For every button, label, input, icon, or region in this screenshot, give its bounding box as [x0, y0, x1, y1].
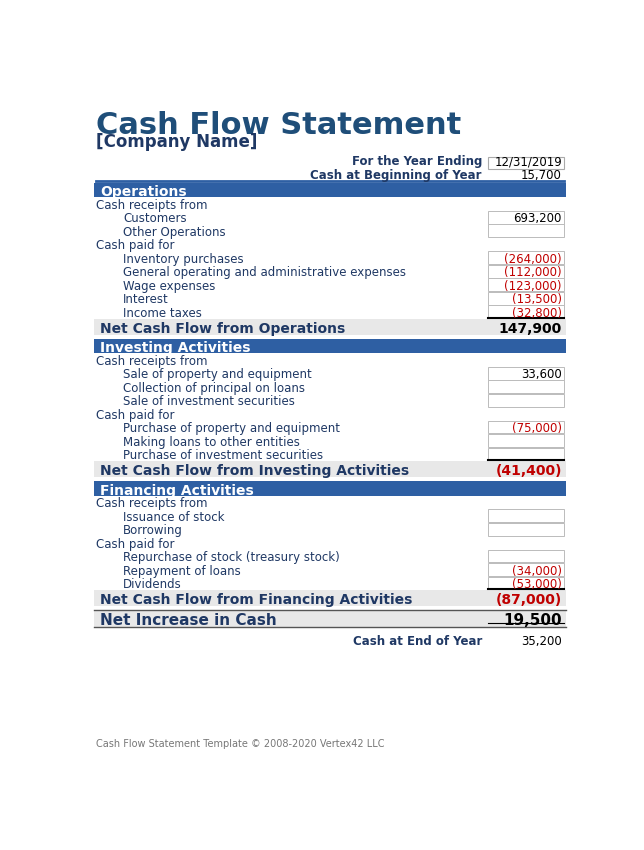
Bar: [488, 448, 564, 461]
Text: 19,500: 19,500: [503, 614, 562, 628]
Text: 693,200: 693,200: [513, 212, 562, 225]
Bar: [488, 564, 564, 576]
Bar: [488, 305, 564, 318]
Bar: [488, 252, 564, 264]
Text: [Company Name]: [Company Name]: [96, 133, 258, 150]
Bar: [488, 265, 564, 278]
Text: Net Increase in Cash: Net Increase in Cash: [100, 614, 277, 628]
Text: Net Cash Flow from Investing Activities: Net Cash Flow from Investing Activities: [100, 464, 409, 479]
Text: Cash Flow Statement: Cash Flow Statement: [96, 111, 461, 140]
Bar: [488, 224, 564, 237]
Bar: [488, 367, 564, 380]
Text: Cash at End of Year: Cash at End of Year: [352, 635, 482, 648]
Text: (87,000): (87,000): [495, 593, 562, 607]
Text: 33,600: 33,600: [521, 368, 562, 382]
Bar: [488, 380, 564, 393]
Text: Repayment of loans: Repayment of loans: [123, 564, 241, 578]
Text: Cash Flow Statement Template © 2008-2020 Vertex42 LLC: Cash Flow Statement Template © 2008-2020…: [96, 739, 384, 749]
Text: Making loans to other entities: Making loans to other entities: [123, 436, 300, 449]
Bar: [488, 576, 564, 589]
Bar: [488, 156, 564, 169]
Text: (13,500): (13,500): [512, 293, 562, 306]
Bar: [488, 394, 564, 406]
Text: Purchase of property and equipment: Purchase of property and equipment: [123, 422, 340, 435]
Text: Cash receipts from: Cash receipts from: [96, 497, 207, 510]
Bar: [488, 421, 564, 434]
Text: Collection of principal on loans: Collection of principal on loans: [123, 382, 305, 395]
Bar: [95, 481, 565, 496]
Text: (53,000): (53,000): [512, 578, 562, 592]
Bar: [95, 610, 565, 627]
Text: Borrowing: Borrowing: [123, 524, 183, 537]
Text: (34,000): (34,000): [512, 564, 562, 578]
Bar: [95, 319, 565, 335]
Text: (123,000): (123,000): [504, 280, 562, 293]
Text: For the Year Ending: For the Year Ending: [352, 156, 482, 168]
Text: Sale of investment securities: Sale of investment securities: [123, 395, 295, 408]
Text: Issuance of stock: Issuance of stock: [123, 511, 225, 524]
Text: Customers: Customers: [123, 212, 187, 225]
Text: General operating and administrative expenses: General operating and administrative exp…: [123, 266, 406, 280]
Text: Financing Activities: Financing Activities: [100, 484, 254, 497]
Text: Income taxes: Income taxes: [123, 307, 202, 320]
Text: Dividends: Dividends: [123, 578, 182, 592]
Bar: [488, 278, 564, 291]
Text: Other Operations: Other Operations: [123, 226, 226, 239]
Text: 12/31/2019: 12/31/2019: [495, 156, 563, 168]
Bar: [488, 434, 564, 447]
Text: Cash receipts from: Cash receipts from: [96, 199, 207, 212]
Bar: [95, 590, 565, 606]
Text: Investing Activities: Investing Activities: [100, 341, 251, 355]
Bar: [95, 462, 565, 478]
Text: Sale of property and equipment: Sale of property and equipment: [123, 368, 312, 382]
Bar: [488, 211, 564, 224]
Bar: [488, 509, 564, 522]
Text: 147,900: 147,900: [498, 322, 562, 336]
Text: Net Cash Flow from Operations: Net Cash Flow from Operations: [100, 322, 345, 336]
Text: (112,000): (112,000): [504, 266, 562, 280]
Bar: [95, 339, 565, 354]
Text: Cash paid for: Cash paid for: [96, 240, 175, 252]
Text: (264,000): (264,000): [504, 253, 562, 266]
Text: Operations: Operations: [100, 185, 187, 199]
Text: Inventory purchases: Inventory purchases: [123, 253, 243, 266]
Bar: [95, 183, 565, 197]
Text: 15,700: 15,700: [521, 168, 562, 182]
Text: (41,400): (41,400): [495, 464, 562, 479]
Text: Wage expenses: Wage expenses: [123, 280, 216, 293]
Bar: [488, 550, 564, 563]
Bar: [488, 292, 564, 304]
Text: (75,000): (75,000): [512, 422, 562, 435]
Text: Purchase of investment securities: Purchase of investment securities: [123, 450, 323, 462]
Text: Interest: Interest: [123, 293, 169, 306]
Bar: [488, 523, 564, 536]
Text: Cash paid for: Cash paid for: [96, 538, 175, 551]
Text: 35,200: 35,200: [521, 635, 562, 648]
Text: Cash at Beginning of Year: Cash at Beginning of Year: [310, 168, 482, 182]
Text: Cash receipts from: Cash receipts from: [96, 355, 207, 368]
Text: Cash paid for: Cash paid for: [96, 409, 175, 422]
Text: (32,800): (32,800): [512, 307, 562, 320]
Text: Net Cash Flow from Financing Activities: Net Cash Flow from Financing Activities: [100, 593, 412, 607]
Text: Repurchase of stock (treasury stock): Repurchase of stock (treasury stock): [123, 552, 340, 564]
